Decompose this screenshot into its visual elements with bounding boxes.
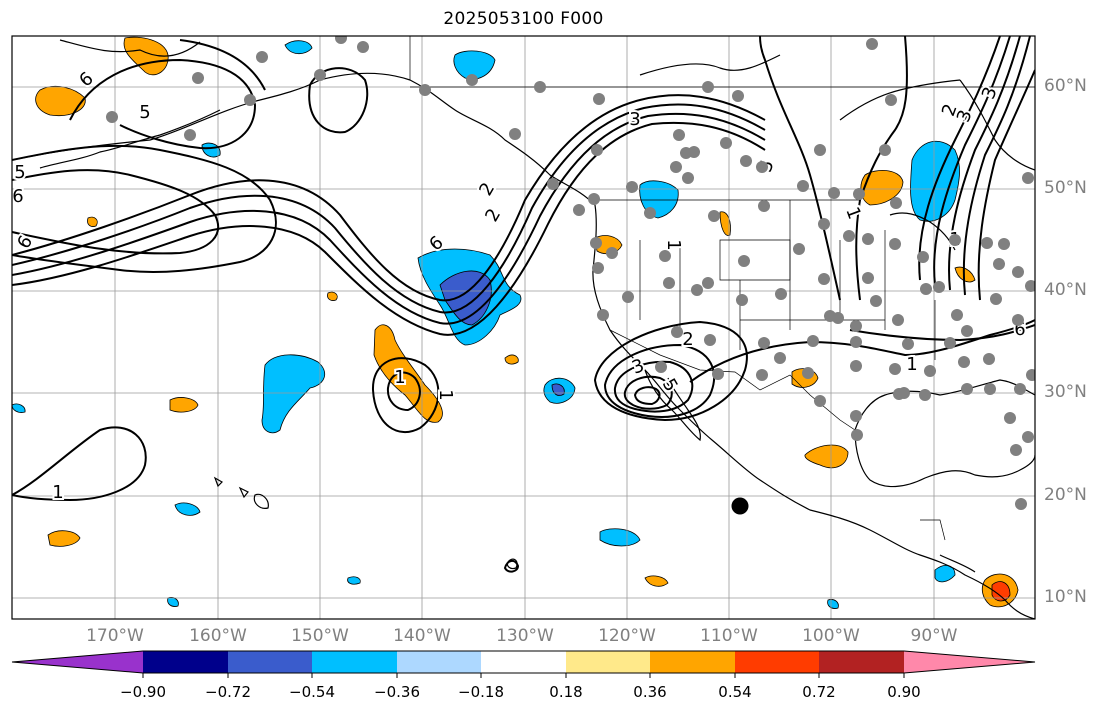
isoline-label: 2 (682, 329, 693, 350)
lon-label: 150°W (291, 626, 349, 646)
lat-label: 50°N (1044, 178, 1087, 198)
lat-label: 20°N (1044, 485, 1087, 505)
lon-label: 140°W (393, 626, 451, 646)
colorbar-tick-label: 0.54 (718, 683, 752, 701)
colorbar-tick-label: −0.72 (205, 683, 251, 701)
isoline-label: 6 (12, 186, 23, 207)
lon-label: 110°W (700, 626, 758, 646)
anomaly-shading (12, 36, 1019, 609)
colorbar-tick-label: 0.72 (802, 683, 836, 701)
station-markers (106, 36, 1035, 510)
isoline-label: 5 (14, 162, 25, 183)
map-title: 2025053100 F000 (443, 9, 604, 29)
coastlines (12, 39, 1035, 619)
colorbar-tick-label: −0.36 (374, 683, 420, 701)
lon-label: 130°W (496, 626, 554, 646)
isoline-label: 1 (435, 389, 456, 400)
colorbar-tick-label: −0.54 (289, 683, 335, 701)
isoline-label: 1 (52, 482, 63, 503)
lat-label: 10°N (1044, 587, 1087, 607)
lon-label: 100°W (802, 626, 860, 646)
colorbar-tick-label: 0.36 (633, 683, 667, 701)
isoline-label: 3 (629, 109, 640, 130)
lon-label: 170°W (86, 626, 144, 646)
colorbar-tick-label: 0.18 (549, 683, 583, 701)
lon-label: 120°W (598, 626, 656, 646)
isoline-label: 1 (906, 354, 917, 375)
lon-label: 160°W (189, 626, 247, 646)
isolines (12, 36, 1035, 573)
colorbar-tick-label: 0.90 (887, 683, 921, 701)
lat-label: 60°N (1044, 76, 1087, 96)
lat-label: 30°N (1044, 382, 1087, 402)
isoline-label: 1 (663, 239, 684, 250)
map-frame (11, 35, 1036, 620)
highlight-marker (731, 497, 749, 515)
isoline-label: 5 (139, 102, 150, 123)
colorbar-tick-label: −0.90 (120, 683, 166, 701)
isoline-label: 1 (394, 367, 405, 388)
lon-label: 90°W (910, 626, 958, 646)
lat-label: 40°N (1044, 280, 1087, 300)
colorbar (11, 650, 1036, 678)
colorbar-tick-label: −0.18 (458, 683, 504, 701)
map-background (12, 36, 1035, 619)
